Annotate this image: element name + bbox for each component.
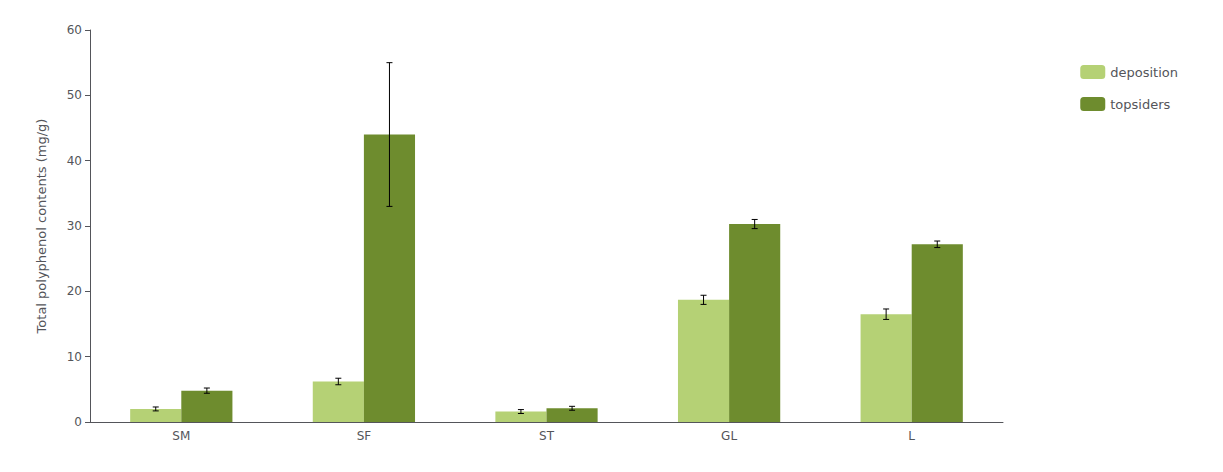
svg-text:ST: ST: [539, 429, 555, 443]
svg-text:SM: SM: [172, 429, 190, 443]
svg-text:20: 20: [67, 284, 82, 298]
svg-text:60: 60: [67, 23, 82, 37]
svg-text:10: 10: [67, 350, 82, 364]
svg-text:50: 50: [67, 88, 82, 102]
svg-text:0: 0: [74, 415, 82, 429]
svg-text:topsiders: topsiders: [1110, 97, 1170, 112]
svg-text:SF: SF: [357, 429, 372, 443]
svg-text:L: L: [908, 429, 915, 443]
svg-text:30: 30: [67, 219, 82, 233]
svg-text:40: 40: [67, 154, 82, 168]
svg-text:deposition: deposition: [1110, 65, 1178, 80]
svg-text:GL: GL: [721, 429, 737, 443]
svg-text:Total polyphenol contents (mg/: Total polyphenol contents (mg/g): [34, 119, 49, 335]
